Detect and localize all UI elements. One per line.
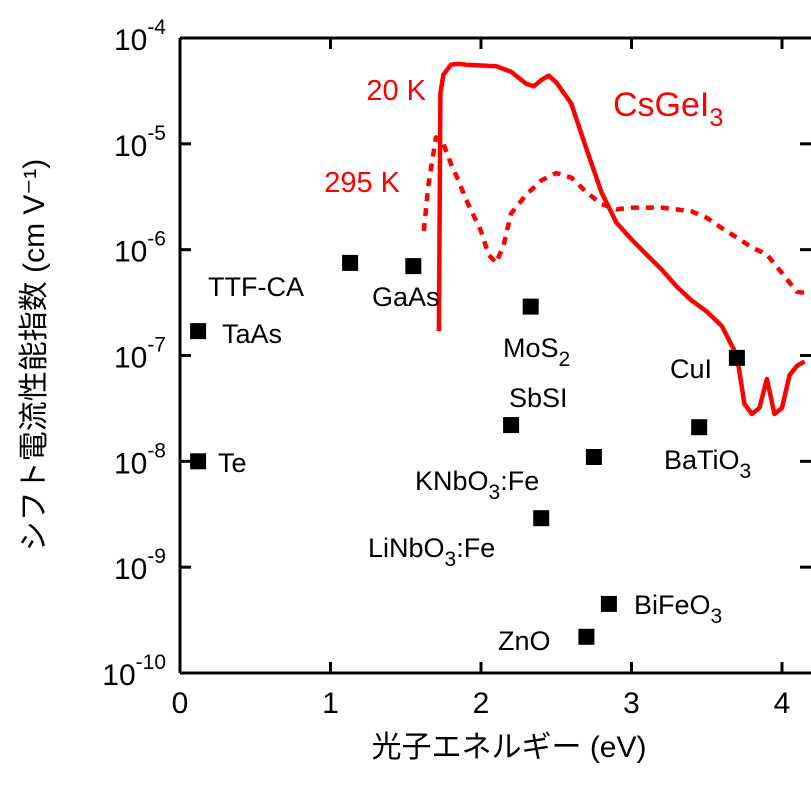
point-label-taas: TaAs [222,319,282,349]
point-label-gaas: GaAs [372,282,440,312]
point-label-linbo3-fe: LiNbO3:Fe [368,533,495,571]
point-label-knbo3-fe: KNbO3:Fe [415,466,539,504]
y-axis-title: シフト電流性能指数 (cm V⁻¹) [18,159,51,551]
y-tick-label--8: 10-8 [114,439,166,480]
data-point-linbo3-fe [533,510,550,527]
x-tick-label-1: 1 [322,687,339,720]
plot-content [190,61,806,645]
axes-layer: 0 1 2 3 4 10-10 10-9 10-8 10-7 10-6 10-5 10-4 [102,16,811,720]
series-line-295k [421,135,805,296]
data-point-bifeo3 [600,595,617,612]
line-label-295k: 295 K [324,167,400,199]
x-tick-label-2: 2 [473,687,490,720]
point-label-te: Te [218,448,247,478]
series-line-20k [436,61,806,417]
data-point-knbo3-fe [585,449,602,465]
point-label-bifeo3: BiFeO3 [634,590,722,628]
series-label-csgei3: CsGeI3 [613,86,723,132]
y-tick-label--7: 10-7 [114,334,166,375]
x-tick-label-4: 4 [774,687,791,720]
y-tick-label--5: 10-5 [114,122,166,163]
point-label-ttf-ca: TTF-CA [208,272,304,302]
data-point-ttf-ca [342,254,359,271]
y-tick-label--6: 10-6 [114,228,166,269]
data-point-gaas [405,258,422,275]
data-point-batio3 [691,419,708,436]
point-label-cui: CuI [670,354,712,384]
point-label-batio3: BaTiO3 [664,445,751,483]
point-label-sbsi: SbSI [509,383,568,413]
data-point-sbsi [503,417,520,434]
x-axis-title: 光子エネルギー (eV) [371,731,646,764]
data-point-mos2 [522,298,539,315]
point-label-mos2: MoS2 [503,333,570,371]
y-tick-label--9: 10-9 [114,545,166,586]
x-tick-label-3: 3 [623,687,640,720]
data-point-cui [728,349,745,366]
data-point-taas [190,323,207,340]
data-point-zno [578,628,595,645]
line-label-20k: 20 K [366,75,426,107]
data-point-te [190,453,207,470]
x-tick-label-0: 0 [172,687,189,720]
y-tick-label--10: 10-10 [102,651,166,692]
y-tick-label--4: 10-4 [114,16,166,57]
point-label-zno: ZnO [498,626,551,656]
